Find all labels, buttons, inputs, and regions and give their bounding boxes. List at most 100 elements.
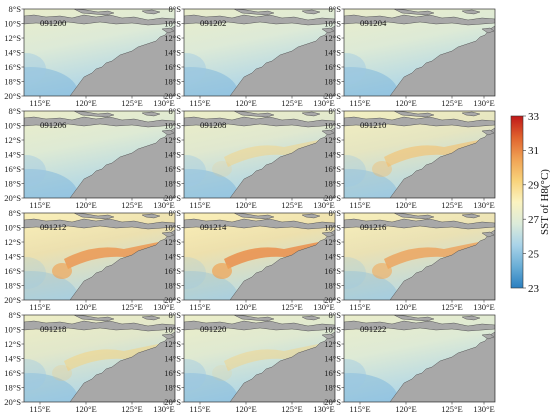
colorbar-tick-label: 31	[528, 145, 539, 157]
cool-water-patch	[344, 373, 398, 402]
lon-tick-label: 115°E	[29, 302, 50, 312]
lat-tick-label: 16°S	[4, 368, 21, 378]
colorbar-ticks: 23 25 27 29 31 33	[523, 111, 540, 295]
lon-tick-label: 125°E	[121, 200, 143, 210]
lat-tick-label: 12°S	[324, 135, 341, 145]
cool-water-patch	[24, 271, 78, 300]
lon-tick-label: 120°E	[395, 404, 417, 412]
land-island	[141, 213, 161, 219]
lon-tick-label: 115°E	[29, 98, 50, 108]
lon-tick-label: 130°E	[153, 98, 175, 108]
land-island	[481, 27, 495, 34]
land-island	[233, 9, 275, 16]
lat-tick-label: 18°S	[4, 383, 21, 393]
warm-water-band	[384, 137, 495, 167]
lat-tick-label: 18°S	[164, 383, 181, 393]
colorbar-title: SST of H8(°C)	[539, 169, 550, 235]
land-island	[301, 9, 321, 15]
lon-tick-label: 130°E	[313, 404, 335, 412]
land-island	[321, 27, 335, 34]
land-island	[161, 129, 175, 136]
lat-tick-label: 14°S	[164, 354, 181, 364]
lat-tick-label: 18°S	[164, 179, 181, 189]
lat-tick-label: 20°S	[4, 91, 21, 101]
land-island	[321, 333, 335, 340]
cool-water-patch	[24, 169, 78, 198]
cool-water-patch	[344, 53, 366, 85]
lat-tick-label: 8°S	[8, 208, 21, 218]
lat-tick-label: 8°S	[8, 310, 21, 320]
land-island	[233, 213, 275, 220]
lat-tick-label: 14°S	[164, 48, 181, 58]
panel-label: 091208	[200, 120, 227, 130]
lat-tick-label: 16°S	[164, 368, 181, 378]
cool-water-patch	[344, 67, 398, 96]
land-island	[73, 9, 115, 16]
land-island	[184, 14, 335, 26]
land-island	[321, 231, 335, 238]
lat-tick-label: 12°S	[4, 135, 21, 145]
lon-tick-label: 125°E	[121, 404, 143, 412]
lon-tick-label: 130°E	[153, 404, 175, 412]
lat-tick-label: 14°S	[4, 354, 21, 364]
lat-tick-label: 8°S	[328, 4, 341, 14]
cool-water-patch	[184, 53, 206, 85]
lat-tick-label: 10°S	[4, 121, 21, 131]
lon-tick-label: 120°E	[235, 98, 257, 108]
land-island	[161, 27, 175, 34]
land-island	[73, 315, 115, 322]
cool-water-patch	[184, 169, 238, 198]
lat-tick-label: 8°S	[168, 106, 181, 116]
lon-tick-label: 120°E	[395, 200, 417, 210]
panel-label: 091222	[360, 324, 386, 334]
land-island	[24, 218, 175, 230]
lon-tick-label: 120°E	[395, 98, 417, 108]
lat-tick-label: 12°S	[4, 339, 21, 349]
lon-tick-label: 115°E	[189, 200, 210, 210]
lat-tick-label: 14°S	[324, 48, 341, 58]
lat-tick-label: 8°S	[168, 310, 181, 320]
land-island	[73, 213, 115, 220]
lat-tick-label: 20°S	[4, 397, 21, 407]
lat-tick-label: 18°S	[324, 179, 341, 189]
lat-tick-label: 12°S	[164, 237, 181, 247]
lat-tick-label: 8°S	[8, 4, 21, 14]
colorbar: 23 25 27 29 31 33 SST of H8(°C)	[510, 111, 550, 295]
lat-tick-label: 10°S	[164, 121, 181, 131]
cool-water-patch	[24, 373, 78, 402]
land-island	[461, 9, 481, 15]
lat-tick-label: 12°S	[164, 135, 181, 145]
lon-tick-label: 130°E	[153, 302, 175, 312]
lat-tick-label: 16°S	[324, 164, 341, 174]
lon-tick-label: 130°E	[473, 98, 495, 108]
lon-tick-label: 120°E	[75, 200, 97, 210]
panel-label: 091202	[200, 18, 226, 28]
lon-tick-label: 115°E	[189, 98, 210, 108]
colorbar-tick-label: 25	[528, 248, 540, 260]
map-panel: 091218 8°S 10°S 12°S 14°S 16°S 18°S 20°S 115°E 12…	[4, 310, 176, 412]
land-island	[24, 14, 175, 26]
cool-water-patch	[344, 169, 398, 198]
land-island	[184, 320, 335, 332]
lon-tick-label: 130°E	[313, 302, 335, 312]
lat-tick-label: 16°S	[164, 164, 181, 174]
land-island	[481, 333, 495, 340]
map-panel: 091220 8°S 10°S 12°S 14°S 16°S 18°S 20°S 115°E 12…	[164, 310, 336, 412]
cool-water-patch	[24, 67, 78, 96]
lat-tick-label: 14°S	[4, 48, 21, 58]
lon-tick-label: 130°E	[313, 98, 335, 108]
map-panel: 091214 8°S 10°S 12°S 14°S 16°S 18°S 20°S 115°E 12…	[164, 208, 336, 312]
lat-tick-label: 20°S	[164, 397, 181, 407]
lon-tick-label: 115°E	[29, 200, 50, 210]
lon-tick-label: 125°E	[441, 302, 463, 312]
lon-tick-label: 125°E	[441, 200, 463, 210]
lat-tick-label: 20°S	[4, 295, 21, 305]
colorbar-tick-label: 33	[528, 111, 540, 123]
lon-tick-label: 120°E	[75, 404, 97, 412]
lat-tick-label: 14°S	[324, 354, 341, 364]
cool-water-patch	[184, 67, 238, 96]
lat-tick-label: 10°S	[4, 223, 21, 233]
lat-tick-label: 18°S	[4, 281, 21, 291]
land-island	[301, 111, 321, 117]
